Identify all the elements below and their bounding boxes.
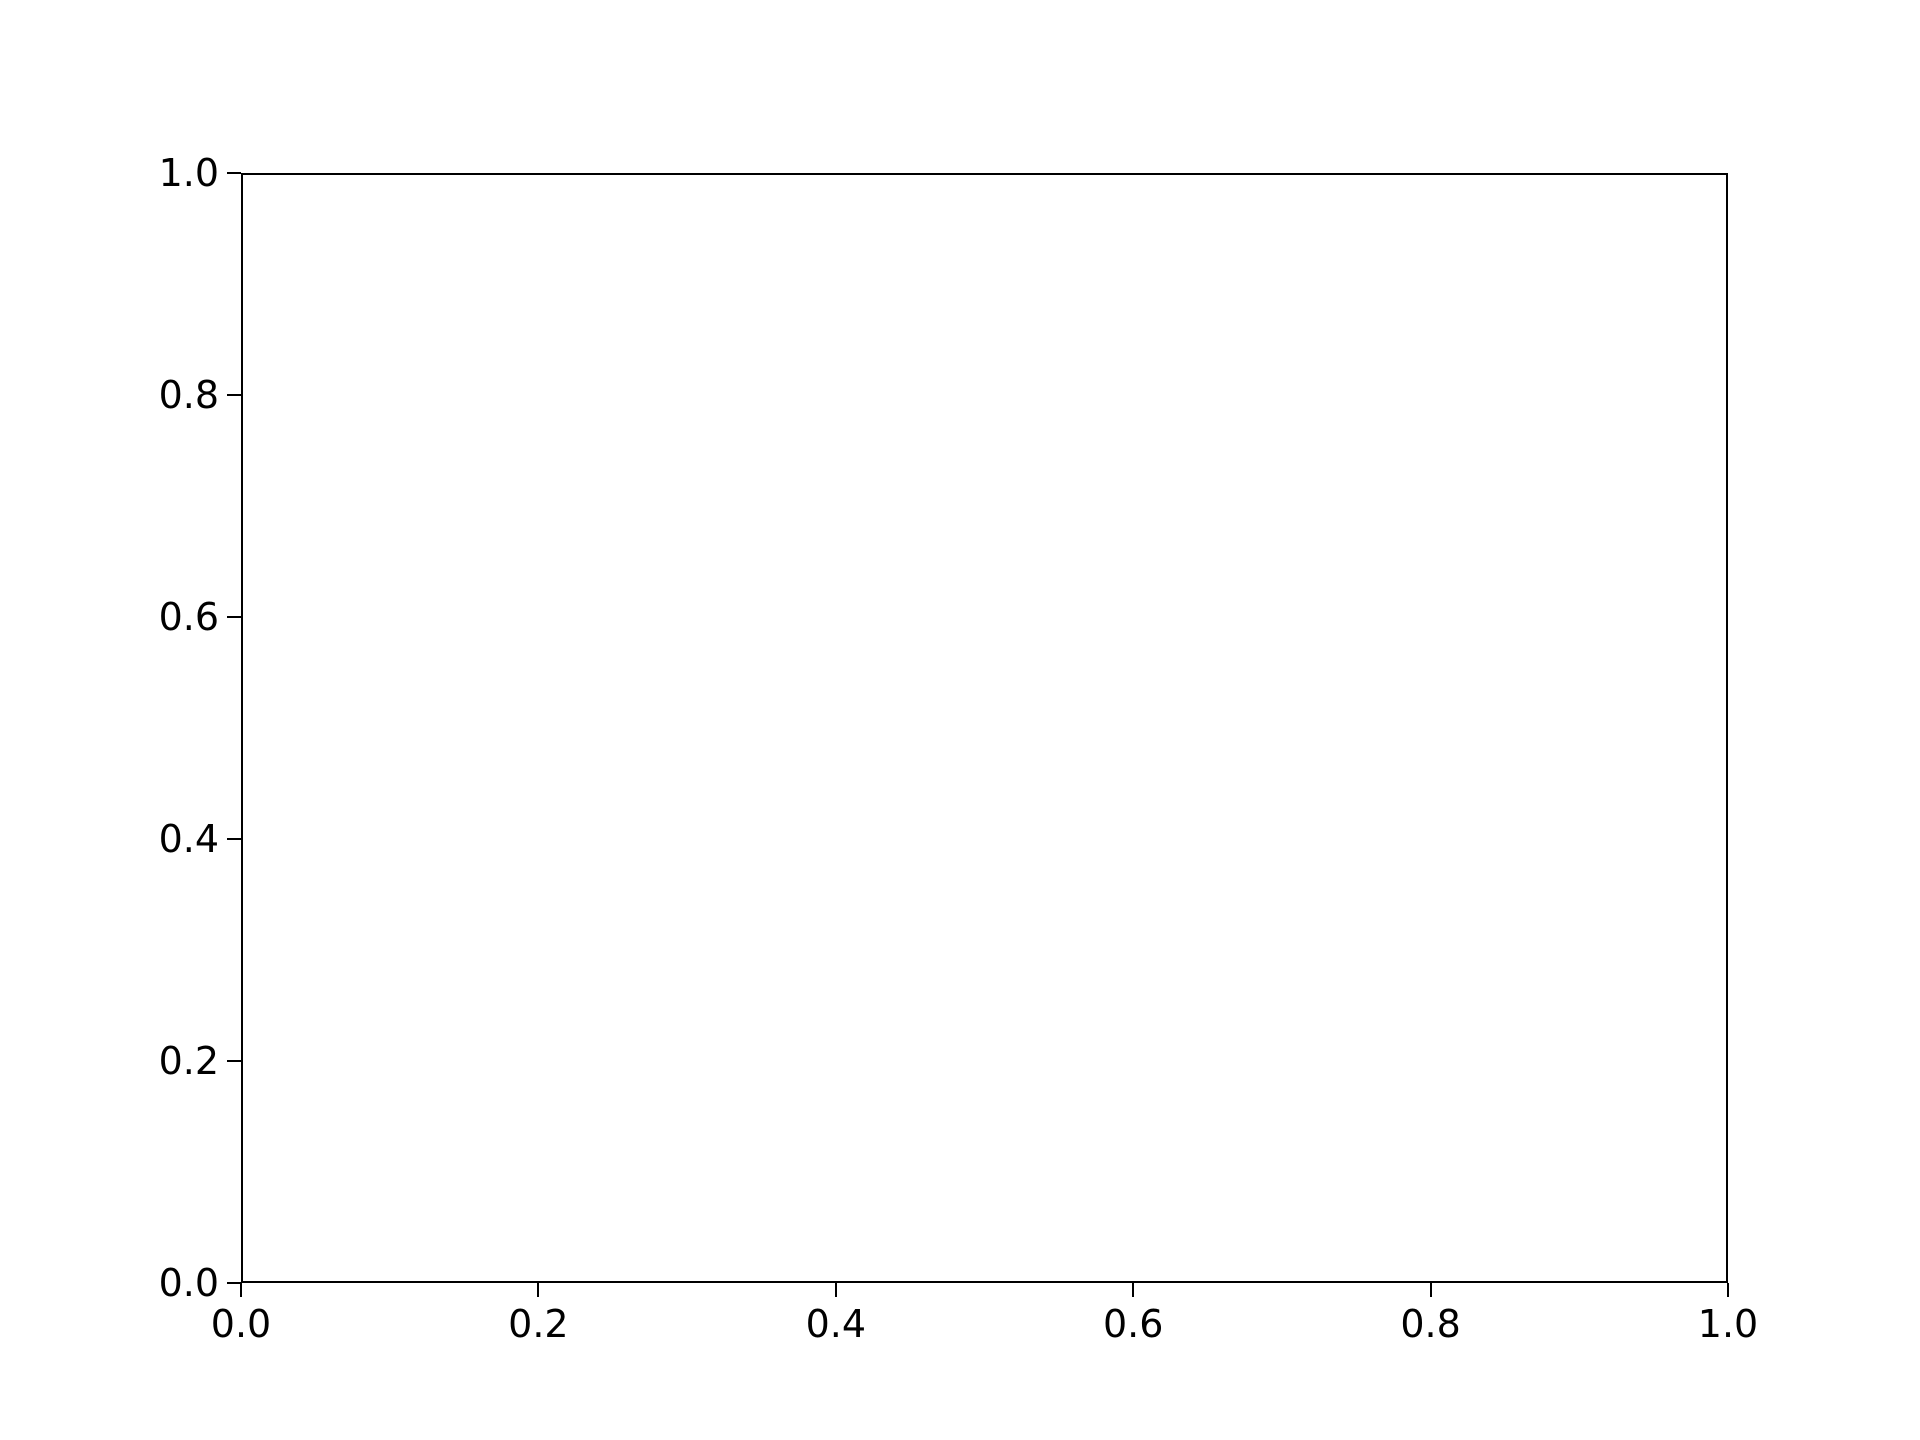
x-tick-mark: [239, 1283, 243, 1297]
y-tick-label: 0.8: [158, 373, 219, 417]
y-tick-label: 0.6: [158, 595, 219, 639]
y-tick-label: 1.0: [158, 151, 219, 195]
y-tick-mark: [227, 615, 241, 619]
y-tick-label: 0.4: [158, 817, 219, 861]
y-tick-mark: [227, 1281, 241, 1285]
axis-spine-left: [241, 173, 244, 1283]
x-tick-label: 0.2: [508, 1302, 569, 1346]
y-tick-mark: [227, 171, 241, 175]
y-tick-mark: [227, 393, 241, 397]
x-tick-mark: [1726, 1283, 1730, 1297]
plot-axes: 1.0 0.8 0.6 0.4 0.2 0.0 0.0 0.2 0.4 0.6 0.8 1.0: [159, 154, 1759, 1343]
axis-spine-bottom: [241, 1280, 1728, 1283]
axis-spine-right: [1725, 173, 1728, 1283]
x-tick-mark: [1429, 1283, 1432, 1297]
x-tick-label: 0.6: [1102, 1302, 1164, 1346]
x-tick-mark: [1132, 1283, 1135, 1297]
x-tick-mark: [537, 1283, 540, 1297]
axis-spine-top: [241, 173, 1728, 176]
y-tick-mark: [227, 1059, 241, 1063]
x-tick-label: 0.0: [210, 1302, 272, 1346]
x-tick-label: 1.0: [1697, 1302, 1759, 1346]
y-tick-label: 0.0: [158, 1261, 219, 1305]
y-tick-label: 0.2: [158, 1039, 219, 1083]
x-tick-mark: [834, 1283, 837, 1297]
y-tick-mark: [227, 837, 241, 841]
x-tick-label: 0.4: [805, 1302, 867, 1346]
x-tick-label: 0.8: [1400, 1302, 1461, 1346]
